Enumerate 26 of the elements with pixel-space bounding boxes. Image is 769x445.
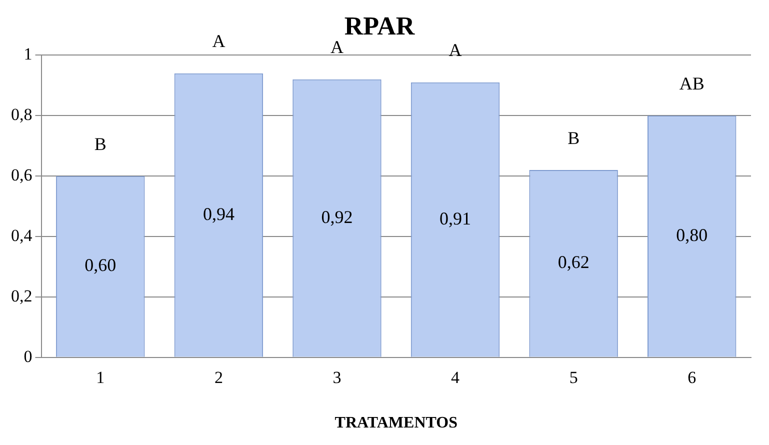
y-tick-label: 0,8	[11, 105, 32, 124]
x-tick-label: 1	[96, 368, 105, 388]
annotation: A	[330, 37, 344, 58]
data-label: 0,94	[202, 204, 234, 224]
x-tick-label: 6	[688, 368, 696, 388]
data-label: 0,62	[558, 252, 590, 272]
y-tick-label: 0	[24, 346, 32, 366]
x-tick-label: 4	[451, 368, 460, 388]
data-label: 0,60	[84, 255, 116, 276]
annotation: A	[448, 40, 462, 60]
y-tick-label: 1	[24, 44, 32, 64]
x-tick-label: 2	[214, 368, 223, 388]
chart-title: RPAR	[344, 11, 415, 40]
x-tick-label: 3	[332, 368, 342, 388]
data-label: 0,80	[676, 225, 708, 246]
x-tick-label: 5	[569, 368, 578, 388]
data-label: 0,91	[440, 208, 472, 228]
annotation: B	[94, 134, 106, 154]
y-tick-label: 0,4	[11, 226, 33, 245]
data-label: 0,92	[321, 206, 353, 227]
x-axis-title: TRATAMENTOS	[334, 414, 458, 432]
annotation: AB	[679, 73, 704, 94]
annotation: B	[568, 128, 580, 148]
y-tick-label: 0,2	[11, 286, 32, 306]
annotation: A	[212, 31, 226, 52]
y-tick-label: 0,6	[11, 166, 32, 185]
